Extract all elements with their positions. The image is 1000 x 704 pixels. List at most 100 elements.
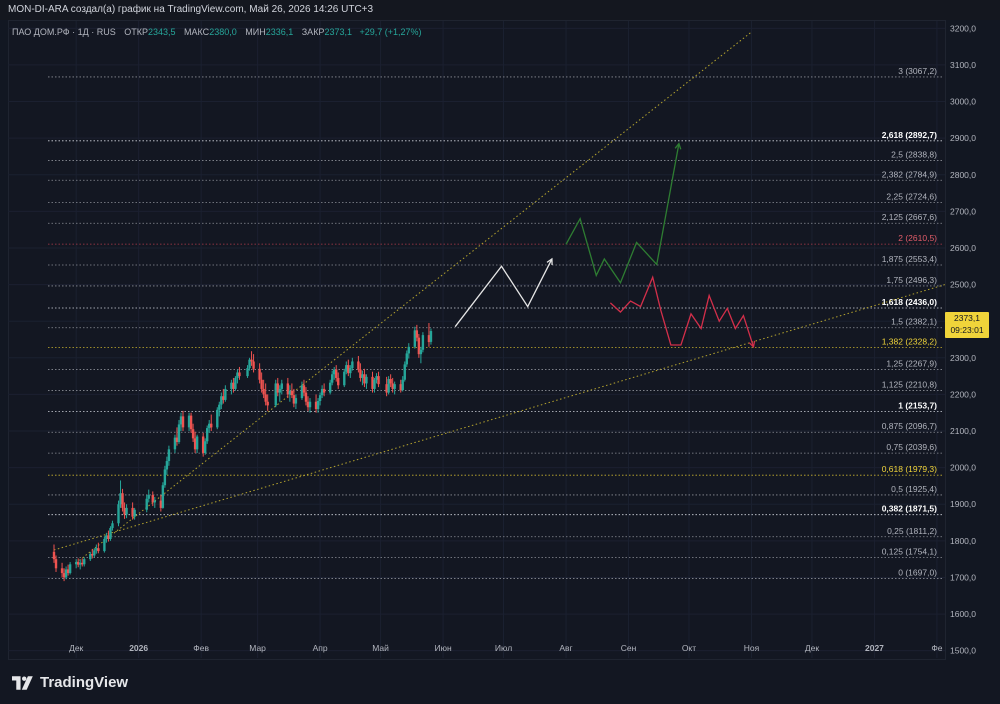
fib-level-label: 2 (2610,5) [898,233,937,243]
candle [230,379,233,395]
close-value: 2373,1 [324,27,352,37]
change-value: +29,7 (+1,27%) [359,27,422,37]
candle [165,456,169,475]
x-tick-label: Июн [434,643,451,653]
tradingview-brand[interactable]: TradingView [12,674,128,691]
y-tick-label: 3200,0 [950,23,976,33]
candle [300,381,304,400]
candle [290,383,294,399]
high-value: 2380,0 [209,27,237,37]
candle [294,394,298,410]
fib-level-label: 1,75 (2496,3) [886,275,937,285]
candle [187,412,191,432]
fib-level-label: 1 (2153,7) [898,400,937,410]
candle [286,377,290,399]
candle [181,410,185,432]
tradingview-logo-icon [12,675,33,690]
candle [252,354,255,373]
candle [316,398,320,413]
y-tick-label: 1800,0 [950,536,976,546]
candle [246,365,249,378]
candle [292,388,296,408]
candle [419,346,423,364]
candle [54,555,58,572]
candle [95,544,98,554]
fib-level-label: 1,125 (2210,8) [882,379,937,389]
candle [347,359,350,377]
plot-area[interactable] [8,20,946,660]
projection-paths [454,142,756,349]
candle [234,376,237,391]
candle [405,350,408,367]
fib-level-label: 0,5 (1925,4) [891,484,937,494]
y-tick-label: 1700,0 [950,572,976,582]
candle [258,363,261,384]
candle [308,398,312,413]
footer [0,660,1000,704]
x-tick-label: Фев [193,643,209,653]
fib-level-label: 1,618 (2436,0) [882,297,937,307]
fib-level-label: 2,25 (2724,6) [886,191,937,201]
y-tick-label: 3100,0 [950,60,976,70]
candle [337,372,340,389]
candle [103,536,106,553]
projection-green-arrowhead [674,142,682,150]
candle [377,371,380,388]
candle [335,365,338,382]
fib-level-label: 1,382 (2328,2) [882,336,937,346]
candle [111,520,114,531]
candle [161,482,165,509]
candle [371,371,374,393]
candle [328,379,332,395]
projection-white [454,258,553,328]
x-tick-label: 2027 [865,643,884,653]
trendline-upper [75,31,752,564]
candle [320,385,324,399]
candle [333,366,336,380]
open-value: 2343,5 [147,27,176,37]
candle [421,332,425,353]
candle [387,376,390,395]
candle [206,425,209,444]
candle [195,434,199,453]
high-label: МАКС [184,27,210,37]
candle [351,357,354,371]
candle [66,564,70,576]
candle [345,361,348,375]
candle [373,377,376,393]
candle [318,392,322,406]
candle [429,328,433,345]
y-tick-label: 2800,0 [950,170,976,180]
candle [365,374,368,389]
y-axis: 1500,0 1600,0 1700,0 1800,0 1900,0 2000,0 2100… [950,23,976,655]
candle [175,427,179,446]
symbol-legend[interactable]: ПАО ДОМ.РФ · 1Д · RUS ОТКР2343,5 МАКС238… [12,27,422,37]
candle [417,334,421,358]
candle [248,357,251,371]
candle [64,566,68,580]
candle [201,432,205,457]
fib-level-label: 0 (1697,0) [898,568,937,578]
y-tick-label: 1900,0 [950,499,976,509]
top-bar: MON-DI-ARA создал(а) график на TradingVi… [0,0,1000,20]
candle [399,379,402,393]
y-tick-label: 2200,0 [950,389,976,399]
candle [407,343,410,359]
candle [236,369,239,384]
low-label: МИН [245,27,266,37]
candle [121,488,124,512]
candle [220,392,223,410]
candle [413,326,417,349]
candle [68,562,72,575]
trendlines [53,31,946,564]
x-tick-label: Июл [495,643,512,653]
candle [191,423,195,443]
candle [203,438,207,455]
candle [179,412,183,432]
candle [260,372,263,393]
y-tick-label: 2600,0 [950,243,976,253]
candle [264,383,267,406]
x-tick-label: Мар [249,643,266,653]
candle [306,396,310,411]
